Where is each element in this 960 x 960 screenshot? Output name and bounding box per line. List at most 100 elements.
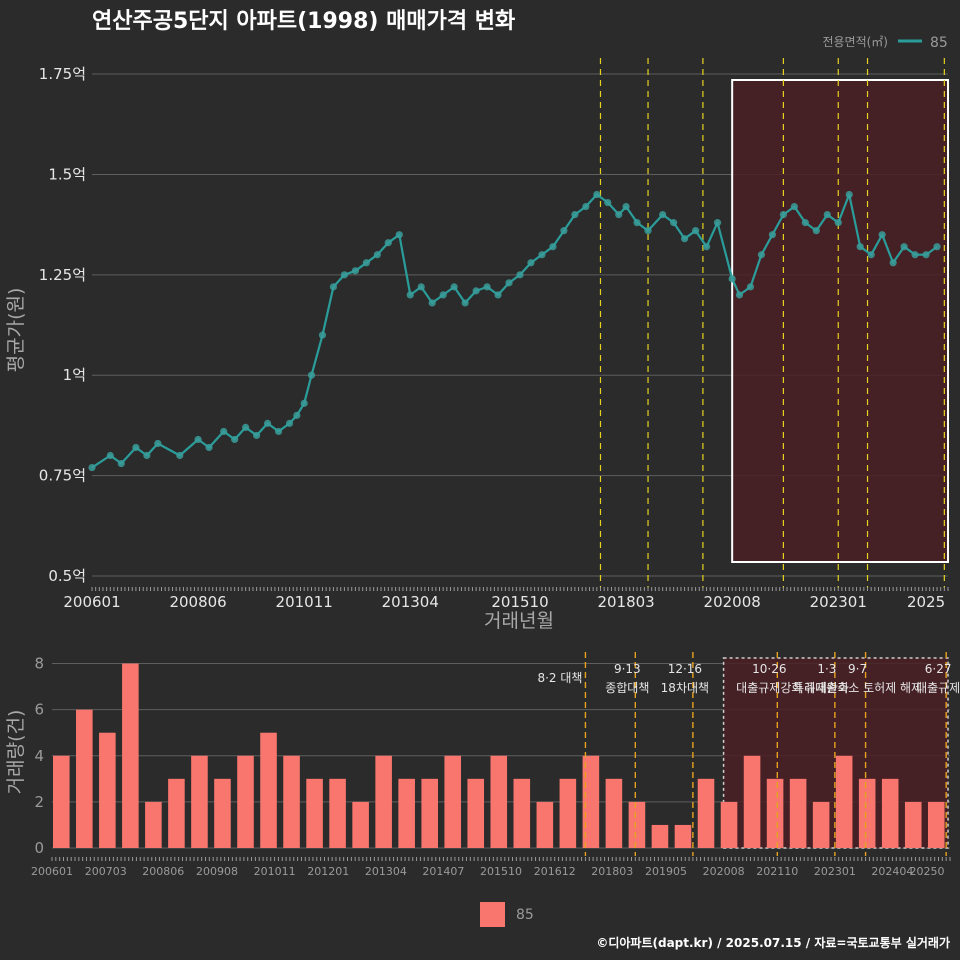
volume-x-tick-label: 200601: [31, 865, 73, 878]
price-point: [911, 251, 919, 259]
price-point: [549, 243, 557, 251]
policy-desc-label: 18차대책: [661, 680, 709, 695]
price-point: [293, 411, 301, 419]
price-point: [538, 251, 546, 259]
price-point: [560, 227, 568, 235]
volume-x-tick-label: 201304: [365, 865, 407, 878]
price-point: [154, 439, 162, 448]
volume-x-tick-label: 202404: [871, 865, 913, 878]
price-point: [713, 219, 722, 227]
price-series: [88, 190, 941, 472]
policy-date-label: 1·3: [817, 662, 836, 676]
price-point: [790, 202, 798, 211]
volume-bar: [421, 778, 438, 848]
volume-bars: [53, 663, 945, 848]
volume-y-tick-label: 8: [34, 655, 44, 673]
volume-x-tick-label: 202110: [756, 865, 798, 878]
volume-bar: [99, 732, 116, 848]
price-point: [702, 243, 711, 251]
volume-bar: [651, 824, 669, 848]
price-x-tick-label: 201510: [491, 593, 548, 611]
volume-x-tick-label: 201905: [645, 865, 687, 878]
price-point: [801, 219, 809, 227]
price-point: [728, 275, 736, 283]
policy-date-label: 9·7: [848, 662, 867, 676]
policy-date-label: 12·16: [668, 662, 702, 676]
price-point: [633, 219, 641, 227]
price-x-ticks: 200601 200806 201011 201304 201510 201803 2020…: [63, 587, 949, 611]
volume-bar: [53, 755, 70, 848]
legend-item: 85: [930, 35, 948, 51]
price-point: [406, 291, 414, 299]
price-point: [253, 431, 261, 440]
price-point: [691, 227, 700, 235]
price-point: [505, 279, 513, 287]
price-y-tick-label: 1.5억: [48, 165, 86, 183]
price-point: [571, 210, 579, 219]
price-point: [582, 202, 590, 211]
price-point: [922, 251, 930, 259]
price-highlight-region: [731, 79, 950, 563]
price-point: [516, 271, 524, 279]
bottom-legend-item: 85: [516, 907, 534, 923]
volume-bar: [467, 778, 485, 848]
volume-bar: [214, 778, 231, 848]
price-x-axis-title: 거래년월: [484, 610, 554, 632]
price-point: [285, 419, 294, 427]
volume-y-tick-label: 0: [34, 839, 44, 857]
volume-bar: [513, 778, 531, 848]
volume-policy-lines: [584, 652, 947, 856]
volume-x-tick-label: 20250: [909, 865, 944, 878]
price-point: [461, 299, 469, 307]
volume-bar: [145, 801, 162, 848]
policy-annotations: 8·2 대책 9·13 종합대책 12·16 18차대책 10·26 대출규제강화 1·3 규제…: [537, 662, 960, 695]
volume-bar: [881, 778, 899, 848]
price-point: [900, 243, 908, 251]
policy-desc-label: 대출규제: [916, 681, 960, 695]
price-point: [450, 283, 458, 291]
price-y-tick-label: 0.75억: [39, 467, 86, 485]
volume-bar: [168, 778, 185, 848]
price-point: [812, 227, 820, 235]
price-point: [318, 331, 327, 339]
volume-bar: [329, 778, 346, 848]
policy-desc-label: 특례대출축소 토허제 해제: [793, 681, 922, 695]
price-point: [779, 210, 787, 219]
price-x-tick-label: 201304: [382, 593, 439, 611]
price-point: [823, 210, 831, 219]
price-point: [856, 243, 864, 251]
price-point: [527, 259, 535, 267]
chart-title: 연산주공5단지 아파트(1998) 매매가격 변화: [92, 9, 515, 34]
volume-bar: [283, 755, 300, 848]
price-point: [615, 210, 623, 219]
price-point: [263, 419, 272, 427]
volume-bar: [306, 778, 323, 848]
policy-desc-label: 규제완화: [805, 681, 849, 695]
credit-line: ©디아파트(dapt.kr) / 2025.07.15 / 자료=국토교통부 실…: [596, 935, 950, 950]
volume-bar: [743, 755, 761, 848]
price-series-line: [91, 193, 938, 469]
price-x-tick-label: 201803: [597, 593, 654, 611]
volume-bar: [720, 801, 738, 848]
price-y-axis-title: 평균가(원): [5, 288, 27, 373]
volume-y-ticks: 0 2 4 6 8: [34, 655, 44, 857]
volume-y-tick-label: 4: [34, 747, 44, 765]
price-point: [106, 451, 114, 460]
volume-bar: [490, 755, 508, 848]
volume-bar: [559, 778, 577, 848]
volume-bar: [375, 755, 392, 848]
volume-bar: [444, 755, 462, 848]
volume-bar: [904, 801, 922, 848]
price-point: [746, 283, 755, 291]
price-point: [117, 459, 125, 468]
price-point: [417, 283, 425, 291]
bottom-legend: 85: [480, 902, 534, 927]
volume-bar: [674, 824, 692, 848]
price-y-ticks: 0.5억 0.75억 1억 1.25억 1.5억 1.75억: [39, 65, 86, 585]
price-y-tick-label: 1.75억: [39, 65, 86, 83]
volume-bar: [858, 778, 876, 848]
volume-y-axis-title: 거래량(건): [5, 710, 27, 795]
volume-x-tick-label: 202008: [703, 865, 745, 878]
volume-x-tick-label: 201011: [254, 865, 296, 878]
